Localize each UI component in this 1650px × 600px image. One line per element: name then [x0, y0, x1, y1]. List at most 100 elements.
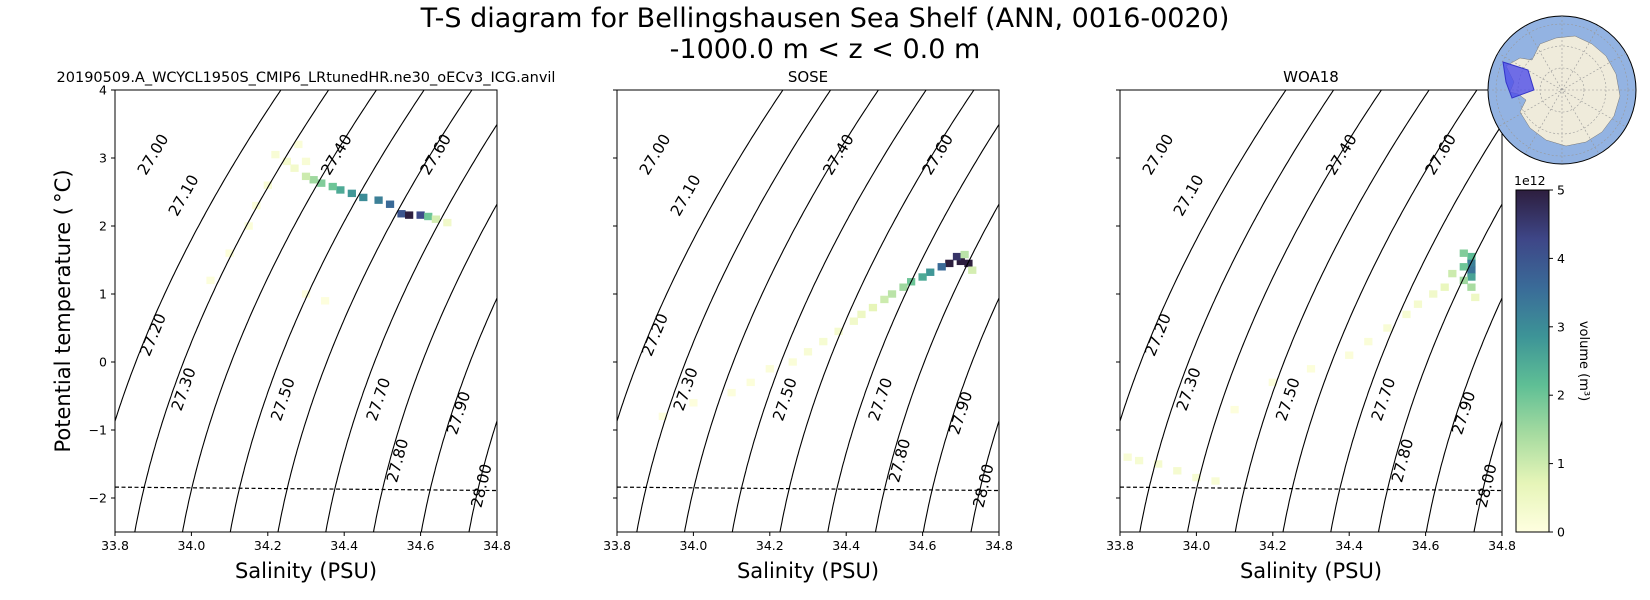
density-contour-27.20: [181, 90, 378, 532]
x-tick-label: 34.0: [679, 538, 707, 553]
density-contour-27.90: [513, 70, 724, 553]
contour-label: 27.00: [1139, 131, 1177, 178]
contour-label: 27.80: [383, 437, 412, 485]
panel-title: WOA18: [1283, 68, 1339, 86]
x-tick-label: 33.8: [1106, 538, 1134, 553]
heat-cell: [336, 186, 345, 194]
heat-cell: [834, 327, 843, 336]
x-tick-label: 34.6: [909, 538, 937, 553]
contour-label: 27.20: [1141, 311, 1175, 359]
x-tick-label: 34.2: [254, 538, 282, 553]
density-contour-27.50: [325, 123, 497, 532]
freezing-line: [115, 486, 497, 492]
heat-cell: [397, 210, 406, 218]
x-axis-label: Salinity (PSU): [737, 559, 879, 583]
contour-label: 27.60: [919, 131, 957, 178]
contour-label: 27.00: [636, 131, 674, 178]
heat-cell: [374, 196, 383, 204]
panel-frame: [114, 89, 498, 533]
density-contour-27.60: [372, 203, 497, 532]
heat-cell: [301, 172, 311, 181]
heat-cell: [263, 181, 272, 189]
panel-frame: [1119, 89, 1503, 533]
heat-cell: [1467, 273, 1476, 281]
colorbar-tick-label: 4: [1557, 251, 1565, 266]
heat-cell: [1459, 276, 1468, 285]
heat-cell: [857, 310, 866, 319]
y-axis-label: Potential temperature ( °C): [51, 169, 75, 452]
contour-label: 27.70: [1368, 376, 1399, 424]
heat-cell: [918, 273, 927, 281]
density-contour-27.70: [420, 296, 497, 532]
heat-cell: [244, 222, 253, 230]
heat-cell: [746, 378, 755, 387]
heat-cell: [301, 157, 311, 166]
y-tick-label: −1: [89, 423, 107, 438]
contour-label: 27.60: [1422, 131, 1460, 178]
heat-cell: [271, 150, 280, 159]
y-tick-label: 4: [99, 83, 107, 98]
density-contour-27.70: [1425, 296, 1502, 532]
x-tick-label: 34.2: [1259, 538, 1287, 553]
colorbar-bar: [1515, 189, 1550, 533]
contour-label: 28.00: [468, 462, 496, 509]
heat-cell: [443, 218, 452, 227]
contour-label: 27.00: [134, 131, 172, 178]
heat-cell: [328, 182, 337, 191]
panel-title: SOSE: [788, 68, 828, 86]
density-contour-27.50: [827, 123, 999, 532]
heat-cell: [1459, 249, 1468, 257]
heat-cell: [968, 266, 977, 274]
x-tick-label: 33.8: [603, 538, 631, 553]
heat-cell: [1383, 324, 1392, 332]
heat-cell: [964, 259, 973, 268]
density-contour-27.00: [617, 90, 784, 423]
freezing-line: [617, 486, 999, 492]
heat-cell: [788, 358, 797, 366]
heat-cell: [1413, 300, 1423, 308]
density-contour-27.10: [1139, 90, 1335, 532]
density-contour-27.80: [1473, 419, 1502, 532]
heat-cell: [424, 212, 433, 221]
contour-label: 27.40: [317, 131, 355, 178]
x-tick-label: 34.2: [756, 538, 784, 553]
contour-label: 27.70: [363, 376, 394, 424]
heat-cell: [1154, 460, 1163, 468]
heat-cell: [1211, 477, 1220, 485]
x-tick-label: 34.6: [407, 538, 435, 553]
contour-label: 27.80: [1388, 437, 1417, 485]
colorbar-tick-label: 3: [1557, 319, 1565, 334]
x-tick-label: 34.0: [177, 538, 205, 553]
y-tick-label: 3: [99, 151, 107, 166]
heat-cell: [765, 365, 774, 373]
heat-cell: [727, 388, 736, 397]
heat-cell: [1440, 283, 1449, 291]
density-contour-27.10: [134, 90, 330, 532]
x-axis-label: Salinity (PSU): [1240, 559, 1382, 583]
contour-label: 27.50: [267, 376, 298, 424]
density-contour-27.10: [636, 90, 832, 532]
freezing-line: [1120, 486, 1502, 492]
y-tick-label: 1: [99, 287, 107, 302]
density-contour-27.40: [779, 90, 975, 532]
heat-cell: [225, 249, 234, 257]
heat-cell: [1467, 252, 1476, 261]
heat-cell: [926, 268, 935, 276]
x-tick-label: 34.0: [1182, 538, 1210, 553]
x-tick-label: 34.8: [1488, 538, 1516, 553]
contour-label: 27.30: [1173, 365, 1205, 413]
colorbar-label: volume (m³): [1576, 321, 1591, 401]
heat-cell: [1467, 266, 1476, 274]
heat-cell: [309, 176, 318, 184]
density-contour-27.70: [922, 296, 999, 532]
heat-cell: [1306, 365, 1316, 373]
heat-cell: [1173, 467, 1182, 475]
x-tick-label: 34.4: [1335, 538, 1363, 553]
heat-cell: [1467, 259, 1476, 268]
contour-label: 27.60: [417, 131, 455, 178]
colorbar-tick-label: 5: [1557, 183, 1565, 198]
contour-label: 27.50: [769, 376, 800, 424]
heat-cell: [301, 290, 311, 298]
x-axis-label: Salinity (PSU): [235, 559, 377, 583]
density-contour-27.20: [1186, 90, 1383, 532]
